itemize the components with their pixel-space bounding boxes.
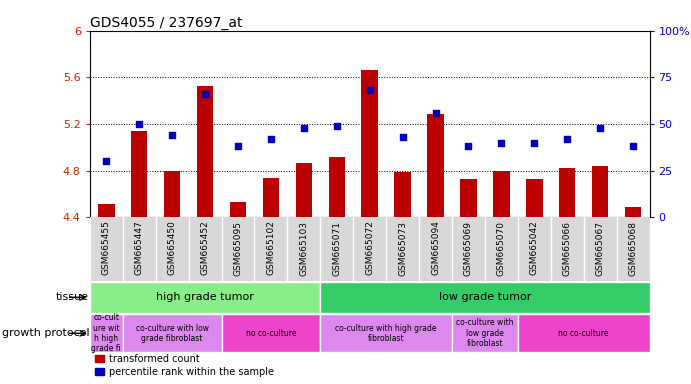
Bar [321,282,650,313]
Point [529,140,540,146]
Bar [361,70,378,217]
Legend: transformed count, percentile rank within the sample: transformed count, percentile rank withi… [95,354,274,377]
Bar [222,314,321,353]
Point [595,125,606,131]
Text: GSM665070: GSM665070 [497,220,506,276]
Text: tissue: tissue [56,292,89,302]
Bar [493,170,509,217]
Point [167,132,178,138]
Point [430,110,441,116]
Bar [321,314,452,353]
Text: GSM665447: GSM665447 [135,220,144,275]
Bar [518,314,650,353]
Text: no co-culture: no co-culture [558,329,609,338]
Point [496,140,507,146]
Bar [328,157,345,217]
Text: GSM665102: GSM665102 [267,220,276,275]
Bar [263,178,279,217]
Point [627,143,638,149]
Bar [395,172,411,217]
Text: GSM665073: GSM665073 [398,220,407,276]
Bar [197,86,214,217]
Text: high grade tumor: high grade tumor [156,292,254,302]
Text: GSM665455: GSM665455 [102,220,111,275]
Bar [592,166,608,217]
Point [331,123,342,129]
Point [562,136,573,142]
Point [364,88,375,94]
Text: GSM665069: GSM665069 [464,220,473,276]
Point [265,136,276,142]
Text: GSM665103: GSM665103 [299,220,308,276]
Text: GSM665072: GSM665072 [365,220,375,275]
Text: no co-culture: no co-culture [246,329,296,338]
Point [232,143,243,149]
Bar [427,114,444,217]
Bar [90,282,321,313]
Point [299,125,310,131]
Bar [131,131,147,217]
Text: GSM665071: GSM665071 [332,220,341,276]
Text: low grade tumor: low grade tumor [439,292,531,302]
Point [397,134,408,140]
Text: GSM665452: GSM665452 [200,220,209,275]
Text: GSM665042: GSM665042 [530,220,539,275]
Bar [460,179,477,217]
Point [101,158,112,164]
Bar [296,162,312,217]
Text: GSM665094: GSM665094 [431,220,440,275]
Text: GSM665450: GSM665450 [168,220,177,275]
Text: GSM665066: GSM665066 [562,220,571,276]
Text: GSM665068: GSM665068 [629,220,638,276]
Text: co-culture with low
grade fibroblast: co-culture with low grade fibroblast [135,324,209,343]
Bar [625,207,641,217]
Text: co-culture with high grade
fibroblast: co-culture with high grade fibroblast [335,324,437,343]
Bar [90,314,123,353]
Bar [123,314,222,353]
Bar [98,205,115,217]
Text: growth protocol: growth protocol [1,328,89,338]
Bar [526,179,542,217]
Text: GSM665067: GSM665067 [596,220,605,276]
Point [133,121,144,127]
Point [200,91,211,97]
Text: co-culture with
low grade
fibroblast: co-culture with low grade fibroblast [456,318,513,348]
Bar [229,202,246,217]
Bar [559,168,576,217]
Bar [164,170,180,217]
Text: co-cult
ure wit
h high
grade fi: co-cult ure wit h high grade fi [91,313,121,353]
Point [463,143,474,149]
Text: GDS4055 / 237697_at: GDS4055 / 237697_at [90,16,243,30]
Bar [452,314,518,353]
Text: GSM665095: GSM665095 [234,220,243,276]
